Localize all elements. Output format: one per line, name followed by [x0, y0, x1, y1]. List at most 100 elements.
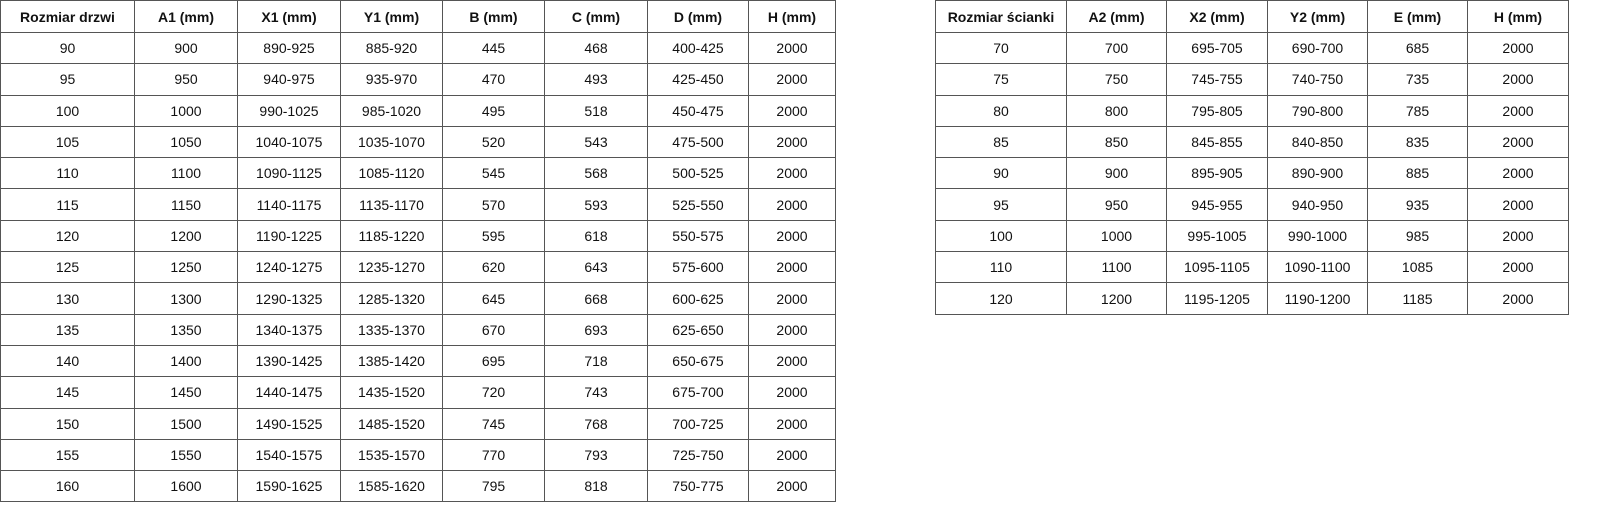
table-cell: 1100	[1066, 251, 1167, 284]
table-cell: 1550	[134, 438, 238, 472]
table-cell: 2000	[748, 63, 836, 96]
table-cell: 1540-1575	[237, 438, 341, 472]
table-cell: 940-950	[1267, 188, 1368, 221]
table-row: 80 800 795-805 790-800 785 2000	[935, 94, 1569, 127]
table-cell: 110	[0, 157, 135, 190]
table-cell: 2000	[748, 94, 836, 127]
table-cell: 595	[442, 219, 545, 253]
table-cell: 1290-1325	[237, 282, 341, 315]
table-cell: 645	[442, 282, 545, 315]
table-cell: 1085	[1367, 251, 1468, 284]
table-cell: 110	[935, 251, 1067, 284]
table-cell: 100	[935, 219, 1067, 253]
table-cell: 600-625	[647, 282, 749, 315]
table-cell: 1240-1275	[237, 251, 341, 284]
table-cell: 985	[1367, 219, 1468, 253]
table-cell: 125	[0, 251, 135, 284]
table-row: 120 1200 1190-1225 1185-1220 595 618 550-575 20…	[0, 219, 836, 253]
table-row: 90 900 890-925 885-920 445 468 400-425 2000	[0, 31, 836, 65]
table-cell: 745	[442, 407, 545, 440]
table-cell: 1340-1375	[237, 313, 341, 346]
table-cell: 2000	[748, 251, 836, 284]
table-cell: 75	[935, 63, 1067, 96]
column-header: X1 (mm)	[237, 0, 341, 33]
table-cell: 130	[0, 282, 135, 315]
table-cell: 568	[544, 157, 648, 190]
table-row: 100 1000 990-1025 985-1020 495 518 450-475 2000	[0, 94, 836, 127]
table-cell: 470	[442, 63, 545, 96]
table-cell: 935	[1367, 188, 1468, 221]
table-cell: 550-575	[647, 219, 749, 253]
table-cell: 785	[1367, 94, 1468, 127]
table-cell: 1085-1120	[340, 157, 443, 190]
table-row: 70 700 695-705 690-700 685 2000	[935, 31, 1569, 65]
table-cell: 2000	[748, 282, 836, 315]
table-cell: 990-1000	[1267, 219, 1368, 253]
table-cell: 845-855	[1166, 125, 1268, 159]
table-cell: 450-475	[647, 94, 749, 127]
table-cell: 625-650	[647, 313, 749, 346]
table-cell: 750	[1066, 63, 1167, 96]
table-cell: 745-755	[1166, 63, 1268, 96]
table-cell: 770	[442, 438, 545, 472]
table-cell: 2000	[1467, 251, 1569, 284]
table-cell: 545	[442, 157, 545, 190]
table-cell: 650-675	[647, 344, 749, 378]
table-cell: 1285-1320	[340, 282, 443, 315]
table-cell: 818	[544, 470, 648, 503]
column-header: A2 (mm)	[1066, 0, 1167, 33]
table-cell: 1090-1125	[237, 157, 341, 190]
column-header: H (mm)	[1467, 0, 1569, 33]
column-header: Rozmiar ścianki	[935, 0, 1067, 33]
table-cell: 885-920	[340, 31, 443, 65]
table-cell: 1200	[1066, 282, 1167, 315]
table-cell: 935-970	[340, 63, 443, 96]
table-cell: 1235-1270	[340, 251, 443, 284]
table-cell: 100	[0, 94, 135, 127]
table-cell: 135	[0, 313, 135, 346]
table-cell: 743	[544, 376, 648, 409]
column-header: B (mm)	[442, 0, 545, 33]
table-cell: 1500	[134, 407, 238, 440]
table-cell: 1090-1100	[1267, 251, 1368, 284]
table-cell: 475-500	[647, 125, 749, 159]
table-cell: 85	[935, 125, 1067, 159]
table-cell: 425-450	[647, 63, 749, 96]
table-cell: 685	[1367, 31, 1468, 65]
table-cell: 690-700	[1267, 31, 1368, 65]
table-cell: 120	[935, 282, 1067, 315]
table-header-row: Rozmiar ścianki A2 (mm) X2 (mm) Y2 (mm) E (m…	[935, 0, 1569, 33]
table-cell: 543	[544, 125, 648, 159]
table-cell: 835	[1367, 125, 1468, 159]
table-cell: 895-905	[1166, 157, 1268, 190]
table-cell: 520	[442, 125, 545, 159]
table-cell: 160	[0, 470, 135, 503]
table-cell: 1200	[134, 219, 238, 253]
table-cell: 575-600	[647, 251, 749, 284]
table-row: 135 1350 1340-1375 1335-1370 670 693 625-650 20…	[0, 313, 836, 346]
table-cell: 795	[442, 470, 545, 503]
table-cell: 990-1025	[237, 94, 341, 127]
table-row: 85 850 845-855 840-850 835 2000	[935, 125, 1569, 159]
table-cell: 1000	[1066, 219, 1167, 253]
table-row: 75 750 745-755 740-750 735 2000	[935, 63, 1569, 96]
table-cell: 1450	[134, 376, 238, 409]
table-cell: 2000	[748, 125, 836, 159]
table-cell: 2000	[1467, 219, 1569, 253]
table-cell: 493	[544, 63, 648, 96]
table-cell: 1150	[134, 188, 238, 221]
column-header: A1 (mm)	[134, 0, 238, 33]
table-cell: 735	[1367, 63, 1468, 96]
table-cell: 1485-1520	[340, 407, 443, 440]
table-cell: 518	[544, 94, 648, 127]
table-cell: 2000	[748, 344, 836, 378]
table-cell: 2000	[1467, 94, 1569, 127]
table-row: 95 950 945-955 940-950 935 2000	[935, 188, 1569, 221]
table-cell: 468	[544, 31, 648, 65]
table-cell: 700	[1066, 31, 1167, 65]
table-cell: 1190-1225	[237, 219, 341, 253]
table-cell: 720	[442, 376, 545, 409]
table-cell: 2000	[1467, 31, 1569, 65]
table-row: 95 950 940-975 935-970 470 493 425-450 2000	[0, 63, 836, 96]
table-cell: 1390-1425	[237, 344, 341, 378]
